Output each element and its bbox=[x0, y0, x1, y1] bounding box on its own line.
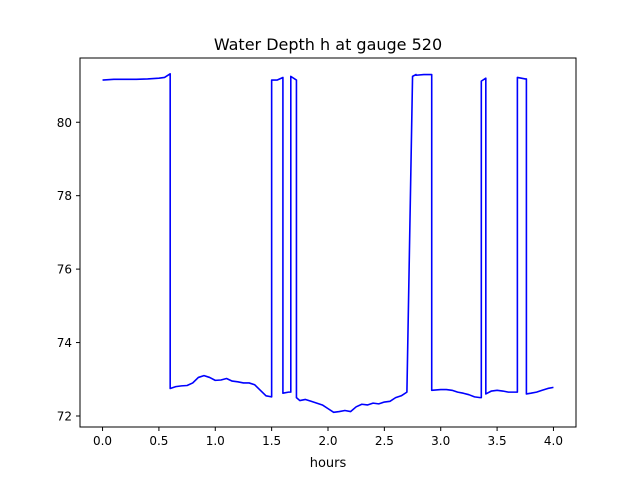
y-tick-label: 78 bbox=[57, 189, 72, 203]
y-tick-label: 74 bbox=[57, 336, 72, 350]
x-tick-label: 3.5 bbox=[488, 434, 507, 448]
x-tick-label: 4.0 bbox=[544, 434, 563, 448]
y-tick-label: 72 bbox=[57, 409, 72, 423]
x-tick-label: 1.5 bbox=[262, 434, 281, 448]
series-line bbox=[102, 72, 554, 414]
y-axis-ticks: 72 74 76 78 80 bbox=[57, 116, 80, 423]
x-axis-label: hours bbox=[310, 456, 347, 471]
x-tick-label: 1.0 bbox=[206, 434, 225, 448]
x-axis-ticks: 0.0 0.5 1.0 1.5 2.0 2.5 3.0 3.5 4.0 bbox=[93, 427, 563, 448]
x-tick-label: 0.5 bbox=[149, 434, 168, 448]
x-tick-label: 2.5 bbox=[375, 434, 394, 448]
x-tick-label: 0.0 bbox=[93, 434, 112, 448]
chart-title: Water Depth h at gauge 520 bbox=[214, 35, 442, 54]
x-tick-label: 3.0 bbox=[431, 434, 450, 448]
plot-area: 0.0 0.5 1.0 1.5 2.0 2.5 3.0 3.5 4.0 72 74 76 78 80 bbox=[57, 57, 577, 448]
series-layer bbox=[102, 72, 554, 414]
x-tick-label: 2.0 bbox=[318, 434, 337, 448]
y-tick-label: 76 bbox=[57, 263, 72, 277]
y-tick-label: 80 bbox=[57, 116, 72, 130]
